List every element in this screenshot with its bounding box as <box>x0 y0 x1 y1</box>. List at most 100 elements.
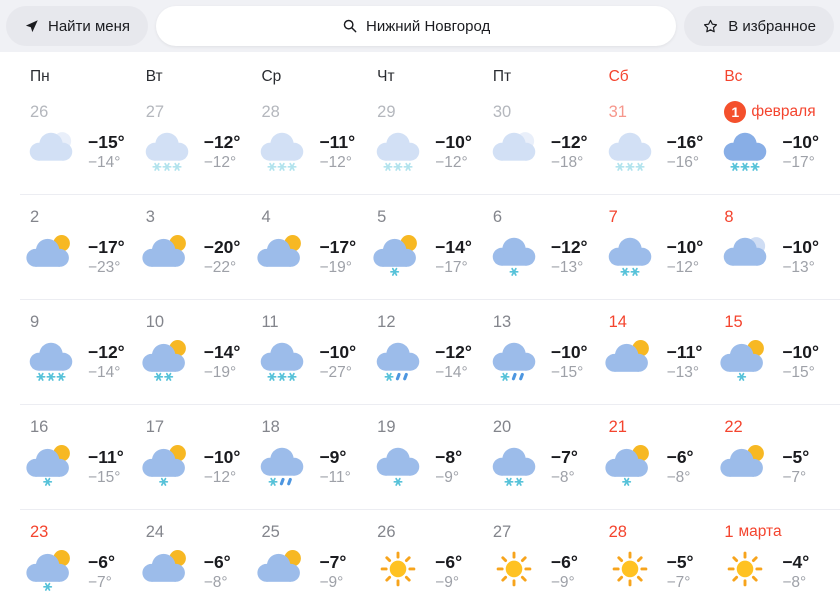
day-cell-21[interactable]: 21 −6° −8° <box>604 416 725 510</box>
day-cell-30[interactable]: 30 −12° −18° <box>492 101 609 195</box>
weather-icon-sunny <box>487 546 541 598</box>
day-number: 27 <box>145 102 165 121</box>
day-cell-18[interactable]: 18 −9° −11° <box>261 416 377 510</box>
day-number: 8 <box>724 207 734 226</box>
day-cell-29[interactable]: 29 −10° −12° <box>376 101 493 195</box>
day-cell-26[interactable]: 26 −6° −9° <box>377 521 493 615</box>
day-temperature: −5° <box>782 447 810 467</box>
day-number: 13 <box>492 312 512 331</box>
day-cell-3[interactable]: 3 −20° −22° <box>142 206 262 300</box>
day-cell-4[interactable]: 4 −17° −19° <box>257 206 377 300</box>
day-cell-25[interactable]: 25 −7° −9° <box>257 521 377 615</box>
day-cell-10[interactable]: 10 −14° −19° <box>142 311 262 405</box>
night-temperature: −8° <box>666 469 691 486</box>
weather-icon-sunny <box>718 546 772 598</box>
day-temperature: −10° <box>782 132 819 152</box>
day-cell-24[interactable]: 24 −6° −8° <box>142 521 262 615</box>
day-cell-8[interactable]: 8 −10° −13° <box>724 206 840 300</box>
weather-icon-partly-cloudy-snow-1 <box>24 546 78 598</box>
night-temperature: −15° <box>550 364 584 381</box>
day-number: 6 <box>492 207 503 226</box>
day-cell-20[interactable]: 20 −7° −8° <box>492 416 609 510</box>
weather-icon-cloud-snow-3 <box>603 126 657 178</box>
day-cell-13[interactable]: 13 −10° −15° <box>492 311 609 405</box>
night-temperature: −14° <box>88 364 121 381</box>
night-temperature: −19° <box>319 259 352 276</box>
favorites-button[interactable]: В избранное <box>684 6 834 46</box>
day-temperature: −12° <box>88 342 125 362</box>
day-cell-26[interactable]: 26 −15° −14° <box>29 101 146 195</box>
weather-icon-partly-cloudy-snow-1 <box>718 336 772 388</box>
night-temperature: −12° <box>203 469 237 486</box>
search-icon <box>342 18 358 34</box>
day-cell-11[interactable]: 11 −10° −27° <box>261 311 377 405</box>
weekday-header-row: Пн Вт Ср Чт Пт Сб Вс <box>0 52 840 90</box>
night-temperature: −7° <box>782 469 807 486</box>
weather-icon-partly-cloudy <box>718 441 772 493</box>
day-cell-12[interactable]: 12 −12° −14° <box>376 311 493 405</box>
day-cell-14[interactable]: 14 −11° −13° <box>604 311 725 405</box>
day-temperature: −6° <box>435 552 463 572</box>
day-cell-23[interactable]: 23 −6° −7° <box>26 521 146 615</box>
night-temperature: −14° <box>435 364 468 381</box>
night-temperature: −9° <box>319 574 344 591</box>
day-number: 16 <box>30 417 49 436</box>
night-temperature: −16° <box>666 154 700 171</box>
day-line: 1 1 февраля <box>724 101 840 123</box>
day-cell-1-февраля[interactable]: 1 1 февраля −10° −17° <box>724 101 840 195</box>
weather-icon-cloud-snow-3 <box>140 126 194 178</box>
day-temperature: −14° <box>203 342 241 362</box>
weather-icon-partly-cloudy <box>24 231 78 283</box>
day-temperature: −15° <box>88 132 125 152</box>
night-temperature: −7° <box>88 574 112 591</box>
day-temperature: −12° <box>435 342 472 362</box>
day-number: 12 <box>377 312 396 331</box>
day-cell-6[interactable]: 6 −12° −13° <box>492 206 609 300</box>
day-temperature: −10° <box>666 237 704 257</box>
day-number: 21 <box>608 417 627 436</box>
day-cell-19[interactable]: 19 −8° −9° <box>376 416 493 510</box>
day-number: 26 <box>30 102 49 121</box>
favorites-label: В избранное <box>728 17 816 35</box>
star-icon <box>702 18 719 35</box>
weather-icon-sunny <box>603 546 657 598</box>
day-cell-28[interactable]: 28 −5° −7° <box>609 521 725 615</box>
day-number: 22 <box>724 417 743 436</box>
day-cell-7[interactable]: 7 −10° −12° <box>608 206 725 300</box>
day-cell-17[interactable]: 17 −10° −12° <box>142 416 262 510</box>
day-cell-27[interactable]: 27 −6° −9° <box>493 521 609 615</box>
day-number: 27 <box>492 522 512 541</box>
day-number: 5 <box>377 207 387 226</box>
night-temperature: −12° <box>203 154 237 171</box>
night-temperature: −17° <box>782 154 815 171</box>
night-temperature: −8° <box>550 469 575 486</box>
day-temperature: −10° <box>203 447 241 467</box>
day-line: 27 <box>146 101 262 123</box>
location-arrow-icon <box>24 19 39 34</box>
day-number: 30 <box>492 102 512 121</box>
night-temperature: −22° <box>203 259 237 276</box>
day-cell-1-марта[interactable]: 1 марта −4° −8° <box>724 521 840 615</box>
day-cell-22[interactable]: 22 −5° −7° <box>720 416 840 510</box>
day-cell-5[interactable]: 5 −14° −17° <box>373 206 493 300</box>
day-line: 25 <box>261 521 377 543</box>
search-bar[interactable]: Нижний Новгород <box>156 6 677 46</box>
day-number: 11 <box>261 312 279 331</box>
day-temperature: −6° <box>88 552 115 572</box>
day-line: 7 <box>609 206 725 228</box>
weekday-header-Вс: Вс <box>724 68 743 85</box>
weekday-header-Вт: Вт <box>145 68 163 85</box>
day-cell-2[interactable]: 2 −17° −23° <box>26 206 146 300</box>
day-cell-16[interactable]: 16 −11° −15° <box>26 416 146 510</box>
day-cell-28[interactable]: 28 −11° −12° <box>261 101 377 195</box>
day-cell-31[interactable]: 31 −16° −16° <box>608 101 725 195</box>
find-me-button[interactable]: Найти меня <box>6 6 149 46</box>
day-line: 29 <box>377 101 493 123</box>
weather-icon-cloud-snow-3 <box>718 126 772 178</box>
day-temperature: −11° <box>666 342 703 362</box>
weather-icon-cloud-snow-rain <box>255 441 309 493</box>
day-cell-9[interactable]: 9 −12° −14° <box>29 311 146 405</box>
day-cell-15[interactable]: 15 −10° −15° <box>720 311 840 405</box>
day-cell-27[interactable]: 27 −12° −12° <box>145 101 262 195</box>
day-temperature: −10° <box>435 132 472 152</box>
